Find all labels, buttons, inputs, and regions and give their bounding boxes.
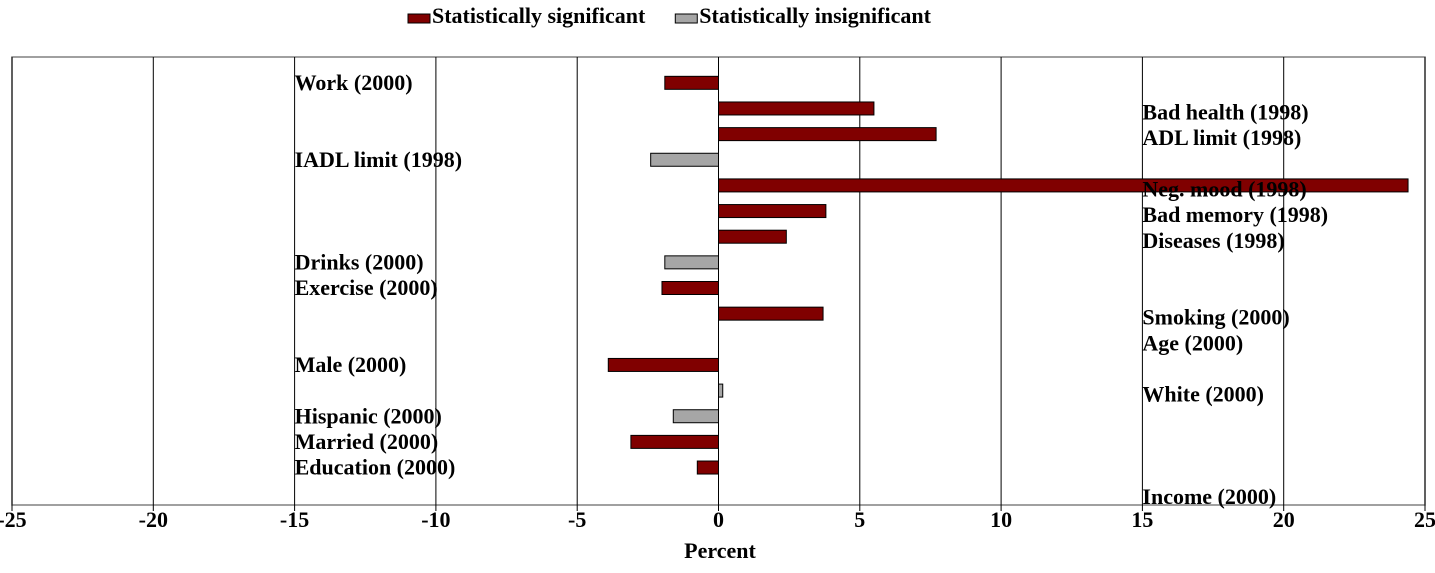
category-label: Education (2000) <box>295 455 456 480</box>
bar <box>718 127 937 142</box>
legend-swatch <box>674 13 698 24</box>
bar <box>718 306 824 321</box>
x-tick-label: 5 <box>854 507 865 532</box>
x-tick-label: -15 <box>280 507 309 532</box>
x-axis-label: Percent <box>684 538 756 563</box>
category-label: Smoking (2000) <box>1142 305 1289 330</box>
category-label: Hispanic (2000) <box>295 403 442 428</box>
x-tick-label: -25 <box>0 507 27 532</box>
category-label: Income (2000) <box>1142 484 1276 509</box>
legend-swatch <box>407 13 431 24</box>
bar <box>718 178 1409 193</box>
bar <box>664 255 720 270</box>
bar <box>696 460 719 475</box>
x-tick-label: 15 <box>1131 507 1153 532</box>
category-label: Male (2000) <box>295 352 407 377</box>
legend-label: Statistically significant <box>432 3 646 28</box>
bar <box>650 152 720 167</box>
bar <box>630 434 719 449</box>
category-label: Work (2000) <box>295 70 413 95</box>
bar <box>718 383 724 398</box>
x-tick-label: 0 <box>713 507 724 532</box>
category-label: Exercise (2000) <box>295 275 438 300</box>
bar <box>661 281 719 295</box>
category-label: Drinks (2000) <box>295 249 424 274</box>
x-tick-label: -5 <box>568 507 586 532</box>
bar <box>664 75 720 90</box>
x-tick-label: 20 <box>1273 507 1295 532</box>
legend-label: Statistically insignificant <box>699 3 931 28</box>
category-label: Married (2000) <box>295 429 439 454</box>
category-label: Diseases (1998) <box>1142 228 1284 253</box>
bar <box>718 101 875 116</box>
category-label: Age (2000) <box>1142 330 1243 355</box>
bar <box>718 204 827 219</box>
bar <box>718 229 787 244</box>
category-label: White (2000) <box>1142 382 1264 407</box>
bar <box>672 409 719 424</box>
x-tick-label: 10 <box>990 507 1012 532</box>
x-tick-label: -20 <box>139 507 168 532</box>
bar <box>607 357 720 372</box>
x-tick-label: -10 <box>421 507 450 532</box>
category-label: ADL limit (1998) <box>1142 125 1301 150</box>
category-label: Bad health (1998) <box>1142 100 1308 125</box>
category-label: IADL limit (1998) <box>295 147 462 172</box>
x-tick-label: 25 <box>1414 507 1435 532</box>
category-label: Neg. mood (1998) <box>1142 176 1306 201</box>
category-label: Bad memory (1998) <box>1142 202 1328 227</box>
